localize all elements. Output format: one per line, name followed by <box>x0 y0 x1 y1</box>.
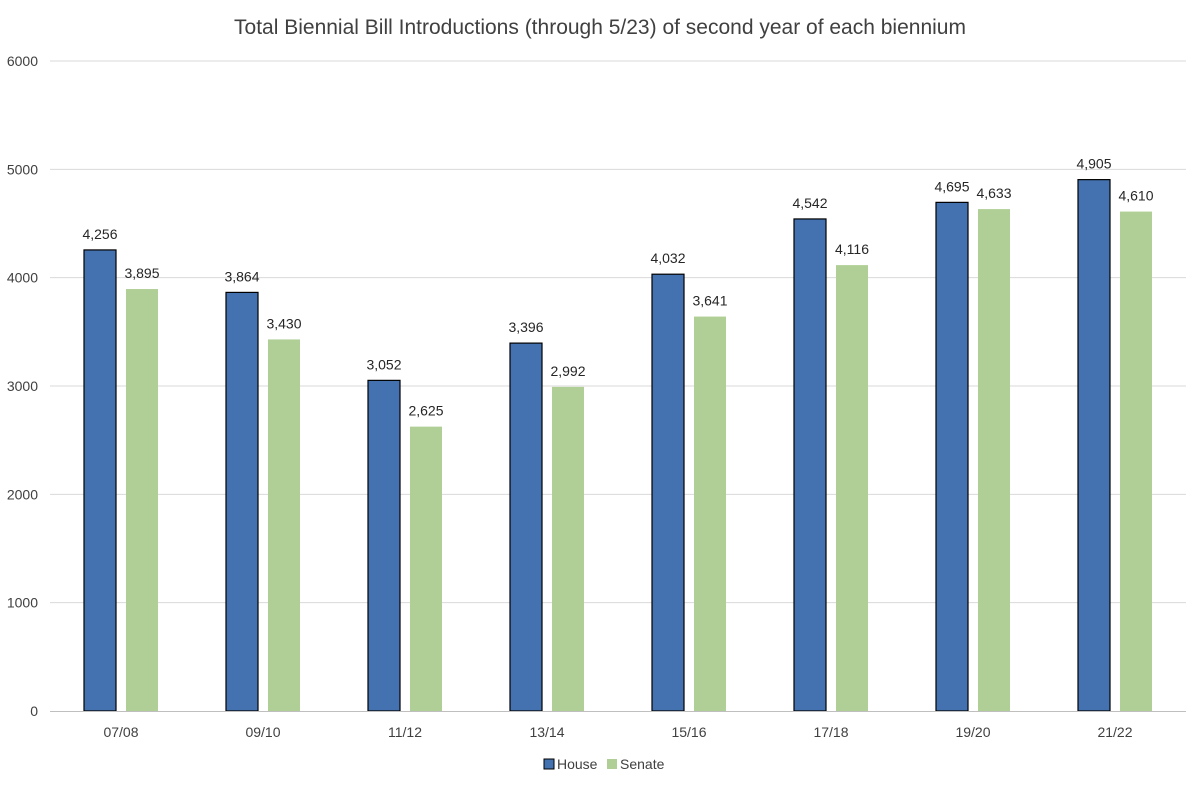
senate-data-label: 4,610 <box>1118 188 1153 204</box>
senate-data-label: 2,992 <box>550 363 585 379</box>
x-tick-label: 15/16 <box>671 724 706 740</box>
senate-bar <box>836 265 868 711</box>
house-bar <box>509 342 543 712</box>
senate-data-label: 3,430 <box>266 315 301 331</box>
bars <box>83 179 1152 712</box>
house-bar <box>1077 179 1111 712</box>
house-data-label: 3,864 <box>224 268 259 284</box>
data-labels: 4,256 3,895 3,864 3,430 3,052 2,625 3,396 2,992… <box>82 156 1153 419</box>
house-data-label: 3,396 <box>508 319 543 335</box>
legend: House Senate <box>543 756 665 772</box>
house-data-label: 4,542 <box>792 195 827 211</box>
x-tick-label: 13/14 <box>529 724 564 740</box>
legend-senate-label: Senate <box>620 756 665 772</box>
house-data-label: 4,905 <box>1076 156 1111 172</box>
senate-data-label: 4,116 <box>835 241 869 257</box>
senate-bar <box>694 316 726 711</box>
senate-bar <box>1120 211 1152 712</box>
legend-senate: Senate <box>607 756 665 772</box>
house-bar <box>651 273 685 712</box>
x-tick-label: 07/08 <box>103 724 138 740</box>
x-tick-label: 09/10 <box>245 724 280 740</box>
house-data-label: 4,032 <box>650 250 685 266</box>
senate-bar <box>552 386 584 711</box>
house-bar <box>367 379 401 712</box>
senate-data-label: 3,895 <box>124 265 159 281</box>
house-data-label: 4,695 <box>934 178 969 194</box>
senate-data-label: 3,641 <box>692 293 727 309</box>
y-tick-label: 4000 <box>7 270 38 286</box>
y-tick-label: 6000 <box>7 53 38 69</box>
house-bar <box>83 249 117 712</box>
y-tick-label: 0 <box>30 703 38 719</box>
house-bar <box>225 291 259 712</box>
senate-data-label: 4,633 <box>976 185 1011 201</box>
x-axis-ticks: 07/08 09/10 11/12 13/14 15/16 17/18 19/20 21/22 <box>103 724 1132 740</box>
legend-house: House <box>543 756 598 772</box>
x-tick-label: 17/18 <box>813 724 848 740</box>
x-tick-label: 11/12 <box>388 724 422 740</box>
y-tick-label: 1000 <box>7 595 38 611</box>
house-bar <box>935 201 969 712</box>
legend-senate-swatch <box>607 759 617 769</box>
x-tick-label: 21/22 <box>1097 724 1132 740</box>
y-tick-label: 5000 <box>7 161 38 177</box>
legend-house-label: House <box>557 756 598 772</box>
x-tick-label: 19/20 <box>955 724 990 740</box>
senate-bar <box>410 426 442 711</box>
chart-title: Total Biennial Bill Introductions (throu… <box>234 16 966 39</box>
y-tick-label: 3000 <box>7 378 38 394</box>
gridlines <box>50 60 1186 604</box>
house-data-label: 3,052 <box>366 356 401 372</box>
senate-bar <box>126 289 158 711</box>
senate-bar <box>268 339 300 711</box>
y-tick-label: 2000 <box>7 486 38 502</box>
house-bar <box>793 218 827 712</box>
house-data-label: 4,256 <box>82 226 117 242</box>
y-axis-ticks: 0 1000 2000 3000 4000 5000 6000 <box>7 53 38 719</box>
legend-house-swatch <box>543 758 555 770</box>
senate-data-label: 2,625 <box>408 403 443 419</box>
senate-bar <box>978 209 1010 711</box>
